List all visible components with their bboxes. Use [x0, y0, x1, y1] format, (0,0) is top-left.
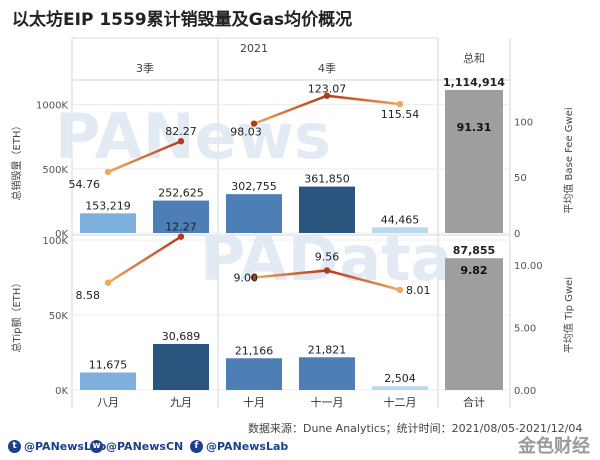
line-value-label: 115.54	[381, 108, 420, 121]
header-q3: 3季	[136, 62, 154, 75]
twitter-label: @PANewsLab	[24, 440, 107, 453]
line-value-label: 54.76	[69, 178, 101, 191]
series-line	[253, 269, 328, 279]
y2-tick-label: 5.00	[514, 324, 536, 335]
line-value-label: 123.07	[308, 83, 347, 96]
bar-value-label: 21,821	[308, 343, 347, 356]
bar	[80, 213, 136, 233]
line-value-label: 8.58	[76, 289, 101, 302]
bar	[153, 343, 209, 390]
y2-tick-label: 50	[514, 173, 527, 184]
line-point	[104, 279, 112, 286]
chart-title: 以太坊EIP 1559累计销毁量及Gas均价概况	[12, 10, 353, 30]
twitter-handle[interactable]: t @PANewsLab	[8, 440, 106, 453]
bar-value-label: 252,625	[158, 187, 204, 200]
y-tick-label: 500K	[42, 165, 68, 176]
x-tick-label: 八月	[97, 396, 119, 409]
total-value-label: 1,114,914	[443, 76, 505, 89]
y-tick-label: 0K	[55, 229, 68, 240]
x-tick-label: 十一月	[311, 395, 344, 409]
bar	[226, 358, 282, 390]
y2-tick-label: 100	[514, 117, 533, 128]
x-tick-label: 十月	[243, 395, 265, 409]
y-axis-title: 总Tip额（ETH）	[10, 278, 23, 353]
line-value-label: 12.27	[165, 221, 197, 234]
watermark-padata: PAData	[200, 222, 453, 295]
y2-tick-label: 0	[514, 229, 520, 240]
bar	[372, 386, 428, 390]
line-point	[250, 274, 258, 281]
weibo-handle[interactable]: w @PANewsCN	[90, 440, 183, 453]
x-tick-label-total: 合计	[463, 395, 485, 409]
bar	[372, 227, 428, 233]
y2-axis-title: 平均值 Base Fee Gwei	[562, 107, 575, 213]
y-tick-label: 0K	[55, 386, 68, 397]
series-line	[253, 94, 328, 125]
y2-tick-label: 10.00	[514, 261, 543, 272]
line-point	[396, 286, 404, 294]
weibo-icon: w	[90, 440, 103, 453]
line-point	[250, 120, 258, 127]
bar-value-label: 30,689	[162, 330, 201, 343]
total-bar	[445, 89, 503, 233]
bar-value-label: 11,675	[89, 358, 128, 371]
footer: t @PANewsLab w @PANewsCN f @PANewsLab 金色…	[0, 434, 600, 460]
header-q4: 4季	[318, 62, 336, 75]
line-value-label: 8.01	[406, 284, 431, 297]
bar-value-label: 2,504	[384, 372, 416, 385]
bar-value-label: 153,219	[85, 199, 131, 212]
bar-value-label: 44,465	[381, 213, 420, 226]
bar	[226, 194, 282, 233]
series-line	[107, 140, 182, 174]
chart-marks	[80, 89, 503, 390]
facebook-handle[interactable]: f @PANewsLab	[190, 440, 288, 453]
line-point	[396, 100, 404, 108]
bar-value-label: 21,166	[235, 344, 274, 357]
line-value-label: 98.03	[230, 126, 262, 139]
bar	[80, 372, 136, 390]
line-point	[177, 233, 185, 240]
line-value-label: 9.00	[234, 272, 259, 285]
brand-logo: 金色财经	[518, 436, 590, 457]
y-axis-title: 总销毁量（ETH）	[10, 121, 23, 201]
x-tick-label: 十二月	[384, 395, 417, 409]
line-point	[177, 138, 185, 145]
line-value-label: 9.56	[315, 251, 340, 264]
y2-tick-label: 0.00	[514, 386, 536, 397]
chart-grid	[71, 37, 511, 408]
series-line	[326, 269, 401, 292]
line-point	[104, 168, 112, 176]
bar	[299, 357, 355, 390]
line-point	[323, 267, 331, 274]
total-bar	[445, 258, 503, 390]
y-tick-label: 1000K	[36, 101, 68, 112]
twitter-icon: t	[8, 440, 21, 453]
line-value-label: 82.27	[165, 125, 197, 138]
facebook-icon: f	[190, 440, 203, 453]
total-value-label: 87,855	[453, 244, 495, 257]
header-total: 总和	[463, 51, 485, 65]
bar	[153, 200, 209, 233]
data-source: 数据来源：Dune Analytics；统计时间：2021/08/05-2021…	[248, 422, 583, 435]
y-tick-label: 50K	[49, 311, 69, 322]
facebook-label: @PANewsLab	[206, 440, 289, 453]
bar	[299, 186, 355, 233]
total-avg-label: 91.31	[457, 121, 492, 134]
chart-labels: 2021 3季 4季 总和 0K 500K 1000K 0 50 100 总销毁量（ETH） 平均值 …	[10, 42, 575, 409]
bar-value-label: 302,755	[231, 180, 277, 193]
bar-value-label: 361,850	[304, 173, 350, 186]
line-point	[323, 92, 331, 99]
y-tick-label: 100K	[42, 236, 68, 247]
header-year: 2021	[240, 42, 268, 55]
y2-axis-title: 平均值 Tip Gwei	[562, 277, 575, 353]
series-line	[326, 94, 401, 106]
weibo-label: @PANewsCN	[106, 440, 184, 453]
x-tick-label: 九月	[170, 396, 192, 409]
total-avg-label: 9.82	[460, 264, 487, 277]
series-line	[107, 235, 182, 284]
